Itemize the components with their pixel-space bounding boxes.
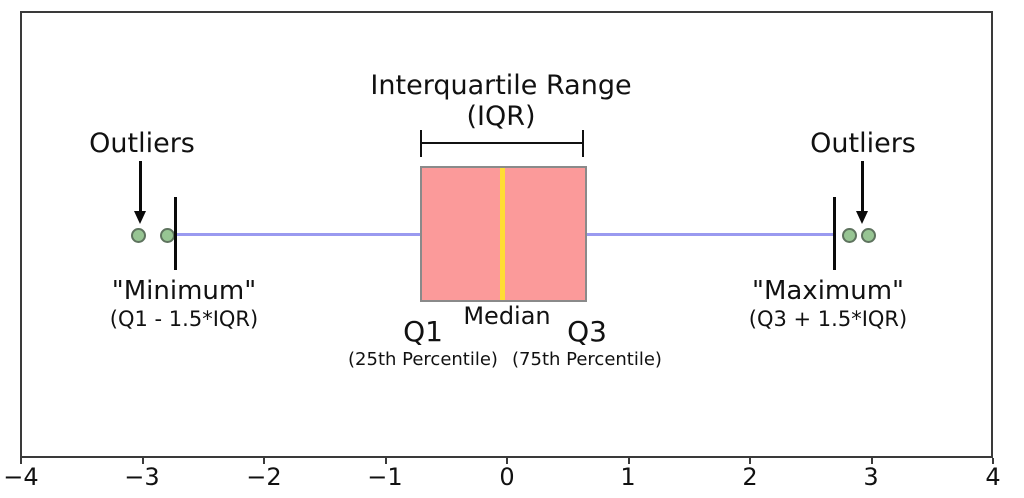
outliers-arrow-right [861,161,864,211]
x-tick-label: −1 [367,463,403,491]
x-tick-label: −3 [124,463,160,491]
median-label: Median [463,302,551,330]
chart-title-line1: Interquartile Range [370,70,632,101]
x-tick-label: 1 [620,463,636,491]
x-tick-mark [20,458,22,464]
outliers-arrow-left [139,161,142,211]
chart-title: Interquartile Range (IQR) [351,70,651,132]
x-tick-mark [627,458,630,464]
x-tick-mark [870,458,873,464]
maximum-label-line1: "Maximum" [751,276,905,306]
plot-frame [20,11,993,458]
x-tick-mark [506,458,508,464]
outliers-label-right: Outliers [810,128,916,159]
minimum-label-line1: "Minimum" [111,276,257,306]
x-tick-label: 2 [742,463,758,491]
x-tick-mark [749,458,751,464]
minimum-label-line2: (Q1 - 1.5*IQR) [109,306,259,331]
iqr-bracket-tick-left [420,130,422,157]
outliers-arrowhead-right [856,211,868,224]
whisker-cap-minimum [174,197,177,270]
x-tick-mark [384,458,387,464]
x-tick-mark [263,458,265,464]
x-tick-label: −2 [246,463,282,491]
x-tick-label: −4 [3,463,39,491]
q1-percentile-label: (25th Percentile) [348,349,498,370]
median-line [500,168,505,300]
outliers-label-left: Outliers [89,128,195,159]
x-tick-label: 3 [863,463,879,491]
outlier-point [861,228,876,243]
x-tick-mark [992,458,994,464]
x-tick-mark [141,458,144,464]
q3-label: Q3 [567,315,607,348]
iqr-bracket-tick-right [582,130,584,157]
outliers-arrowhead-left [134,211,146,224]
chart-title-line2: (IQR) [466,101,536,133]
q3-percentile-label: (75th Percentile) [512,349,662,370]
x-tick-label: 4 [985,463,1001,491]
x-tick-label: 0 [499,463,515,491]
outlier-point [160,228,175,243]
minimum-label: "Minimum" (Q1 - 1.5*IQR) [84,276,284,331]
maximum-label-line2: (Q3 + 1.5*IQR) [748,306,908,331]
whisker-cap-maximum [833,197,836,270]
q1-label: Q1 [403,315,443,348]
outlier-point [842,228,857,243]
maximum-label: "Maximum" (Q3 + 1.5*IQR) [728,276,928,331]
iqr-bracket-line [420,142,584,144]
outlier-point [131,228,146,243]
